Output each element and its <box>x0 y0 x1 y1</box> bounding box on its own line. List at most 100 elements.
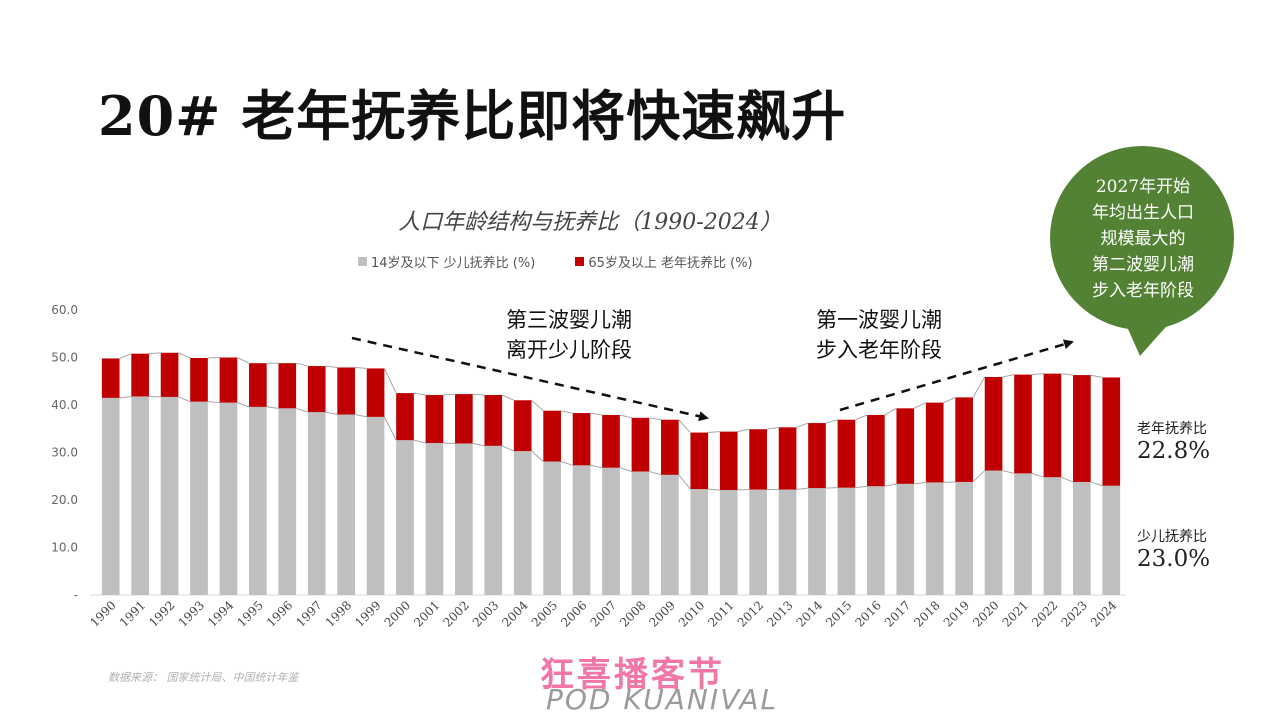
x-tick-label: 1996 <box>264 598 295 629</box>
bar-elderly-2010 <box>690 432 709 490</box>
bar-child-1995 <box>249 406 267 595</box>
connector-child <box>708 488 720 491</box>
bar-child-2000 <box>396 440 414 595</box>
connector-total <box>855 414 868 421</box>
bar-elderly-2015 <box>837 419 856 488</box>
bar-child-2014 <box>808 488 826 595</box>
elderly-ratio-value: 22.8% <box>1137 438 1211 464</box>
legend-item-elderly: 65岁及以上 老年抚养比 (%) <box>575 252 753 271</box>
connector-total <box>913 402 927 409</box>
connector-total <box>119 353 132 359</box>
speech-bubble-tail <box>1124 320 1172 356</box>
bar-child-2001 <box>425 443 444 595</box>
x-tick-label: 2015 <box>823 598 854 629</box>
connector-child <box>560 461 573 466</box>
x-tick-label: 2006 <box>558 598 589 629</box>
connector-total <box>237 357 250 364</box>
x-tick-label: 1997 <box>293 598 324 629</box>
x-tick-label: 2024 <box>1088 598 1120 630</box>
legend-label-elderly: 65岁及以上 老年抚养比 (%) <box>588 256 753 271</box>
bar-elderly-2018 <box>925 402 944 483</box>
annotation-third-wave-line2: 离开少儿阶段 <box>506 338 632 362</box>
bar-child-2002 <box>455 443 473 595</box>
page-title: 20# 老年抚养比即将快速飙升 <box>98 84 847 148</box>
bar-elderly-2019 <box>955 397 973 482</box>
x-tick-label: 2007 <box>588 598 619 629</box>
annotation-first-wave-line2: 步入老年阶段 <box>816 338 942 362</box>
connector-child <box>266 406 279 409</box>
connector-total <box>590 412 603 416</box>
x-tick-label: 2000 <box>382 598 413 629</box>
bar-child-2010 <box>690 489 709 595</box>
bar-child-2012 <box>749 489 767 595</box>
connector-child <box>472 442 485 447</box>
connector-total <box>737 428 750 433</box>
legend-label-child: 14岁及以下 少儿抚养比 (%) <box>371 256 536 271</box>
x-tick-label: 2020 <box>970 598 1001 629</box>
connector-child <box>1061 476 1074 483</box>
connector-total <box>560 410 573 414</box>
bar-child-1997 <box>307 412 326 595</box>
bar-elderly-2013 <box>778 427 797 490</box>
connector-child <box>678 474 691 490</box>
bar-child-1991 <box>131 396 149 595</box>
bar-child-2013 <box>778 489 797 595</box>
connector-child <box>325 411 338 415</box>
connector-total <box>1090 374 1103 378</box>
connector-total <box>796 422 809 428</box>
bar-elderly-2016 <box>867 414 885 487</box>
connector-child <box>501 445 515 452</box>
x-tick-label: 2009 <box>646 598 677 629</box>
bar-child-2011 <box>719 490 738 595</box>
connector-total <box>1061 373 1074 376</box>
connector-child <box>855 485 868 489</box>
y-tick-label: 20.0 <box>51 493 78 507</box>
connector-child <box>531 450 544 462</box>
bar-elderly-2000 <box>396 393 414 441</box>
bar-elderly-1990 <box>101 358 120 398</box>
logo-subtext: POD KUANIVAL <box>546 683 779 716</box>
connector-child <box>413 439 426 444</box>
connector-total <box>884 407 897 416</box>
connector-total <box>178 352 191 359</box>
connector-total <box>619 414 632 419</box>
connector-total <box>766 426 779 430</box>
bar-child-2022 <box>1043 477 1062 595</box>
bar-elderly-1993 <box>190 357 208 402</box>
connector-total <box>383 368 397 394</box>
x-tick-label: 2012 <box>735 598 766 629</box>
connector-child <box>1002 470 1015 474</box>
data-source-note: 数据来源： 国家统计局、中国统计年鉴 <box>108 671 299 684</box>
connector-total <box>1031 373 1044 376</box>
connector-total <box>1002 374 1015 378</box>
connector-child <box>914 481 926 485</box>
legend-swatch-child <box>358 257 367 266</box>
bar-child-1992 <box>160 396 179 595</box>
bar-child-1990 <box>101 397 120 595</box>
bubble-line-3: 规模最大的 <box>1100 229 1186 249</box>
connector-child <box>178 396 191 403</box>
connector-child <box>972 470 986 483</box>
annotation-first-wave-line1: 第一波婴儿潮 <box>816 308 942 332</box>
bar-child-2017 <box>896 483 915 595</box>
bar-child-2021 <box>1014 473 1032 595</box>
bar-elderly-1992 <box>160 352 179 397</box>
x-tick-label: 2002 <box>440 598 471 629</box>
bar-child-1998 <box>337 414 355 595</box>
connector-total <box>148 352 161 355</box>
logo-text: 狂喜播客节 <box>540 655 725 695</box>
bar-elderly-1998 <box>337 367 355 415</box>
x-tick-label: 2001 <box>411 598 442 629</box>
bar-elderly-2001 <box>425 395 444 443</box>
connector-total <box>708 431 720 434</box>
connector-total <box>354 366 367 369</box>
x-tick-label: 2021 <box>1000 598 1031 629</box>
x-tick-label: 1995 <box>234 598 265 629</box>
connector-child <box>1031 472 1044 478</box>
bar-elderly-1999 <box>366 368 385 417</box>
connector-total <box>649 417 662 421</box>
x-tick-label: 1992 <box>146 598 177 629</box>
connector-total <box>501 394 515 401</box>
x-axis-ticks: 1990199119921993199419951996199719981999… <box>87 598 1119 630</box>
annotation-third-wave: 第三波婴儿潮 离开少儿阶段 <box>506 305 632 365</box>
